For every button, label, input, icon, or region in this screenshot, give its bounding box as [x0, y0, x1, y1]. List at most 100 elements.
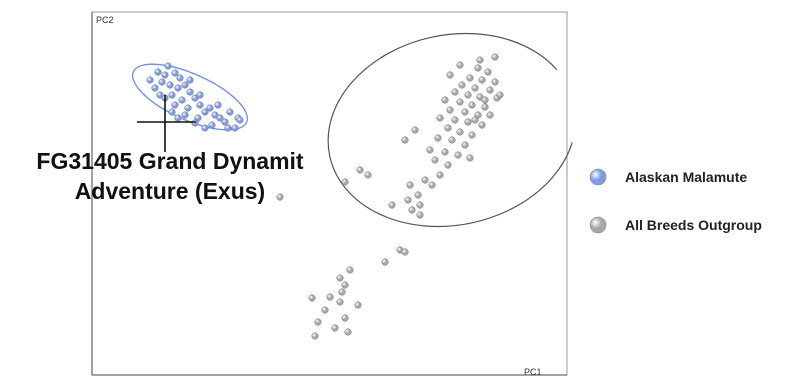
point: [388, 201, 396, 209]
point: [331, 324, 339, 332]
point: [411, 126, 419, 134]
point: [338, 288, 346, 296]
point: [171, 101, 179, 109]
point: [426, 146, 434, 154]
point: [231, 124, 239, 132]
point: [226, 108, 234, 116]
point: [434, 134, 442, 142]
point: [201, 124, 209, 132]
point: [276, 193, 284, 201]
point: [481, 96, 489, 104]
point: [186, 76, 194, 84]
point: [196, 101, 204, 109]
point: [428, 181, 436, 189]
point: [341, 314, 349, 322]
point: [311, 332, 319, 340]
point: [196, 91, 204, 99]
point: [381, 258, 389, 266]
cluster-ellipse: [327, 32, 577, 228]
point: [314, 318, 322, 326]
point: [484, 68, 492, 76]
point: [461, 141, 469, 149]
point: [206, 104, 214, 112]
legend-swatch: [589, 216, 607, 234]
point: [468, 101, 476, 109]
point: [476, 56, 484, 64]
point: [406, 181, 414, 189]
point: [404, 196, 412, 204]
point: [208, 121, 216, 129]
point: [471, 84, 479, 92]
point: [356, 166, 364, 174]
point: [496, 91, 504, 99]
x-axis-label: PC1: [524, 367, 542, 377]
point: [468, 131, 476, 139]
point: [154, 68, 162, 76]
point: [174, 114, 182, 122]
point: [421, 176, 429, 184]
point: [416, 201, 424, 209]
point: [161, 71, 169, 79]
point: [458, 81, 466, 89]
point: [336, 298, 344, 306]
point: [171, 69, 179, 77]
point: [221, 118, 229, 126]
point: [364, 171, 372, 179]
point: [184, 104, 192, 112]
point: [466, 154, 474, 162]
annotation: Adventure (Exus): [75, 178, 265, 204]
point: [408, 206, 416, 214]
point: [456, 61, 464, 69]
point: [344, 328, 352, 336]
point: [448, 136, 456, 144]
point: [176, 74, 184, 82]
point: [464, 118, 472, 126]
point: [236, 116, 244, 124]
point: [341, 178, 349, 186]
point: [401, 136, 409, 144]
point: [491, 78, 499, 86]
point: [451, 116, 459, 124]
point: [444, 161, 452, 169]
legend-label: Alaskan Malamute: [625, 169, 747, 185]
point: [186, 88, 194, 96]
point: [326, 293, 334, 301]
point: [321, 306, 329, 314]
point: [471, 116, 479, 124]
point: [308, 294, 316, 302]
point: [181, 111, 189, 119]
point: [224, 124, 232, 132]
point: [478, 76, 486, 84]
point: [178, 96, 186, 104]
point: [478, 121, 486, 129]
point: [216, 114, 224, 122]
point: [416, 211, 424, 219]
point: [414, 191, 422, 199]
point: [461, 108, 469, 116]
y-axis-label: PC2: [96, 15, 114, 25]
point: [446, 71, 454, 79]
point: [174, 84, 182, 92]
point: [346, 266, 354, 274]
point: [456, 98, 464, 106]
point: [156, 91, 164, 99]
point: [454, 151, 462, 159]
point: [441, 96, 449, 104]
point: [486, 111, 494, 119]
point: [481, 103, 489, 111]
legend-label: All Breeds Outgroup: [625, 217, 762, 233]
point: [191, 119, 199, 127]
point: [201, 108, 209, 116]
point: [466, 74, 474, 82]
point: [444, 124, 452, 132]
point: [401, 248, 409, 256]
point: [168, 91, 176, 99]
legend-swatch: [589, 168, 607, 186]
point: [341, 281, 349, 289]
point: [354, 301, 362, 309]
point: [164, 62, 172, 70]
point: [146, 76, 154, 84]
point: [456, 128, 464, 136]
point: [464, 91, 472, 99]
